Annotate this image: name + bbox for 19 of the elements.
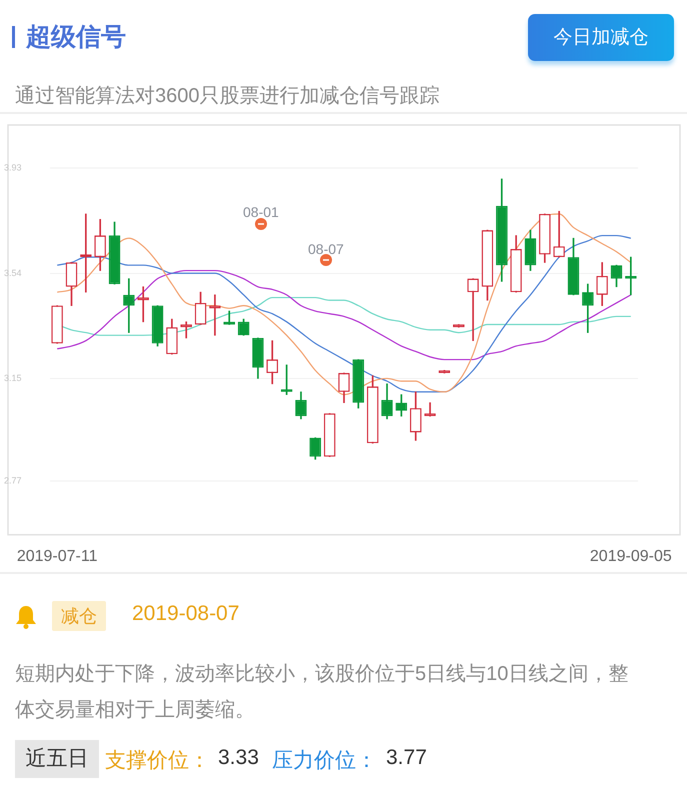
y-tick-label: 3.93 bbox=[4, 162, 22, 173]
chart-subtitle: 通过智能算法对3600只股票进行加减仓信号跟踪 bbox=[15, 84, 440, 109]
y-tick-label: 2.77 bbox=[4, 475, 22, 486]
text: 3.77 bbox=[386, 746, 427, 770]
annotation: 08-01 bbox=[243, 204, 279, 220]
y-tick-label: 3.54 bbox=[4, 268, 22, 278]
text: 2019-08-07 bbox=[132, 602, 240, 626]
chart-title: 超级信号 bbox=[26, 22, 126, 53]
x-tick-label: 2019-09-05 bbox=[590, 548, 672, 565]
text: 今日加减仓 bbox=[528, 14, 674, 61]
text: 支撑价位： bbox=[105, 748, 210, 774]
text: 近五日 bbox=[15, 740, 99, 778]
text: 压力价位： bbox=[272, 748, 377, 774]
text: 3.33 bbox=[218, 746, 259, 770]
x-tick-label: 2019-07-11 bbox=[16, 548, 98, 565]
y-tick-label: 3.15 bbox=[4, 372, 22, 383]
text: 减仓 bbox=[52, 601, 106, 631]
annotation: 08-07 bbox=[308, 241, 344, 257]
text: 短期内处于下降，波动率比较小，该股价位于5日线与10日线之间，整体交易量相对于上周萎缩。 bbox=[15, 662, 630, 723]
